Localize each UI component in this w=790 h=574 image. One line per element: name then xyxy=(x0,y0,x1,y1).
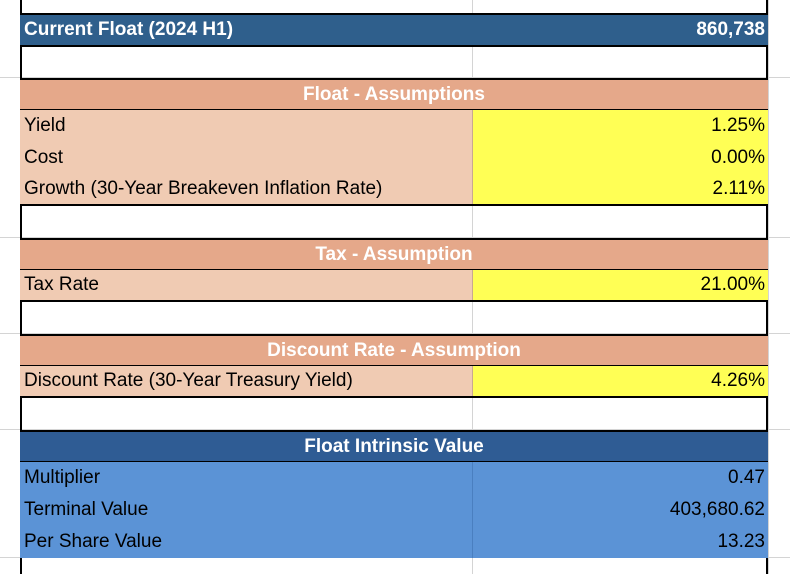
per-share-value-row[interactable]: Per Share Value 13.23 xyxy=(20,526,768,558)
terminal-value-row[interactable]: Terminal Value 403,680.62 xyxy=(20,494,768,526)
discount-rate-label[interactable]: Discount Rate (30-Year Treasury Yield) xyxy=(24,370,353,391)
current-float-row[interactable]: Current Float (2024 H1) 860,738 xyxy=(20,13,768,47)
current-float-value[interactable]: 860,738 xyxy=(696,19,765,40)
per-share-value-value[interactable]: 13.23 xyxy=(472,526,768,558)
tax-rate-label[interactable]: Tax Rate xyxy=(24,274,99,295)
growth-label[interactable]: Growth (30-Year Breakeven Inflation Rate… xyxy=(24,178,383,199)
yield-label[interactable]: Yield xyxy=(24,115,66,136)
per-share-value-label[interactable]: Per Share Value xyxy=(24,531,163,552)
multiplier-label[interactable]: Multiplier xyxy=(24,467,101,488)
growth-row[interactable]: Growth (30-Year Breakeven Inflation Rate… xyxy=(20,174,768,206)
discount-rate-input[interactable]: 4.26% xyxy=(472,366,768,396)
float-assumptions-title[interactable]: Float - Assumptions xyxy=(303,83,485,105)
float-assumptions-header[interactable]: Float - Assumptions xyxy=(20,78,768,110)
multiplier-value[interactable]: 0.47 xyxy=(472,462,768,494)
cost-input[interactable]: 0.00% xyxy=(472,142,768,174)
cost-label[interactable]: Cost xyxy=(24,147,64,168)
yield-input[interactable]: 1.25% xyxy=(472,110,768,142)
yield-row[interactable]: Yield 1.25% xyxy=(20,110,768,142)
tax-assumption-header[interactable]: Tax - Assumption xyxy=(20,238,768,270)
tax-rate-row[interactable]: Tax Rate 21.00% xyxy=(20,270,768,302)
growth-input[interactable]: 2.11% xyxy=(472,174,768,204)
cost-row[interactable]: Cost 0.00% xyxy=(20,142,768,174)
tax-assumption-title[interactable]: Tax - Assumption xyxy=(315,243,473,265)
intrinsic-value-header[interactable]: Float Intrinsic Value xyxy=(20,430,768,462)
discount-assumption-header[interactable]: Discount Rate - Assumption xyxy=(20,334,768,366)
terminal-value-label[interactable]: Terminal Value xyxy=(24,499,149,520)
discount-assumption-title[interactable]: Discount Rate - Assumption xyxy=(267,339,521,361)
discount-rate-row[interactable]: Discount Rate (30-Year Treasury Yield) 4… xyxy=(20,366,768,398)
tax-rate-input[interactable]: 21.00% xyxy=(472,270,768,300)
terminal-value-value[interactable]: 403,680.62 xyxy=(472,494,768,526)
intrinsic-value-title[interactable]: Float Intrinsic Value xyxy=(304,435,484,457)
multiplier-row[interactable]: Multiplier 0.47 xyxy=(20,462,768,494)
current-float-label[interactable]: Current Float (2024 H1) xyxy=(24,19,234,40)
